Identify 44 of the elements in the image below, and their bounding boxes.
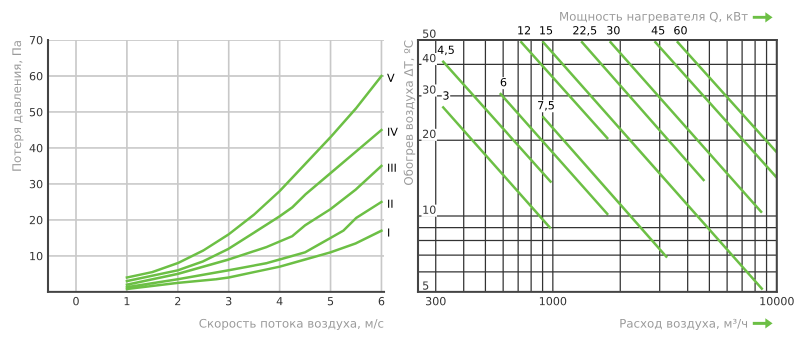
y-tick-label: 20 [30,216,42,224]
series-label: II [388,200,392,208]
series-label: V [387,74,395,82]
x-tick-label: 300 [426,296,446,306]
line-series [126,74,383,279]
series-label: 12 [518,26,530,34]
series-label: IV [388,128,398,136]
x-tick-label: 0 [73,296,79,306]
x-tick-label: 4 [276,297,283,306]
x-axis-title: Расход воздуха, м³/ч [620,318,748,330]
y-axis-title: Потеря давления, Па [12,41,24,171]
x-tick-label: 6 [378,296,384,306]
x-tick-label: 10000 [760,296,794,306]
y-tick-label: 30 [30,180,42,188]
series-label: III [388,164,396,172]
y-tick-label: 60 [30,72,42,80]
y-tick-label: 70 [30,36,42,44]
y-axis-title: Обогрев воздуха ΔT, ºC [404,40,416,185]
series-label: 60 [674,26,687,35]
x-axis-title: Скорость потока воздуха, м/с [199,318,384,330]
y-tick-label: 50 [30,108,42,116]
series-label: 7,5 [538,101,554,111]
y-tick-label: 20 [422,130,436,138]
y-tick-label: 30 [423,85,436,94]
y-tick-label: 40 [30,144,42,152]
x-tick-label: 1000 [540,296,566,306]
series-label: 4,5 [438,46,454,56]
series-label: 45 [652,26,664,35]
y-tick-label: 10 [423,206,436,214]
y-tick-label: 50 [423,29,436,38]
x-tick-label: 5 [328,297,334,306]
x-tick-label: 2 [175,296,180,306]
series-label: I [388,228,390,237]
series-label: 22,5 [573,26,596,36]
y-tick-label: 5 [423,281,428,290]
y-tick-label: 10 [30,252,42,260]
series-label: 15 [540,26,552,35]
series-label: 30 [607,26,620,35]
y-tick-label: 40 [422,54,436,62]
x-tick-label: 1 [124,297,130,306]
series-label: 3 [443,91,449,100]
text: Мощность нагревателя Q, кВт [560,12,748,24]
series-label: 6 [500,78,506,86]
x-tick-label: 3 [226,296,232,306]
